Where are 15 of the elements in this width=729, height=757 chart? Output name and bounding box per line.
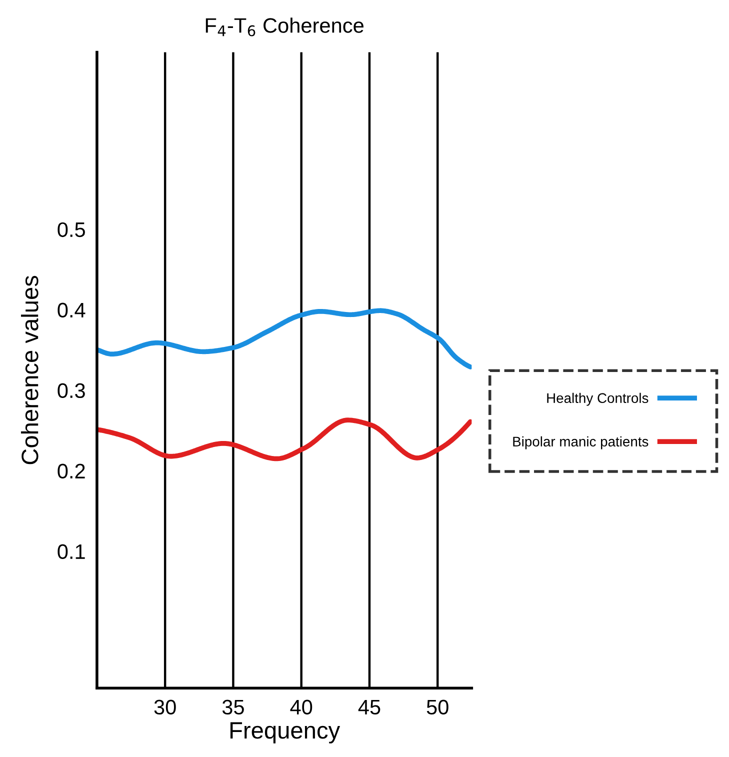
y-tick-label: 0.3 [58, 383, 85, 398]
x-tick-label: 45 [358, 700, 380, 715]
y-tick-label: 0.5 [58, 222, 85, 238]
y-tick-label: 0.2 [58, 464, 85, 479]
y-tick-label: 0.1 [58, 544, 85, 560]
y-tick-label: 0.4 [58, 302, 86, 318]
legend-label: Bipolar manic patients [513, 436, 648, 450]
x-axis-title: Frequency [230, 722, 340, 744]
x-tick-label: 35 [222, 700, 244, 715]
x-tick-label: 30 [154, 700, 176, 715]
legend-label: Healthy Controls [547, 392, 648, 406]
x-tick-label: 40 [290, 700, 312, 715]
y-axis-title: Coherence values [20, 276, 38, 464]
x-tick-label: 50 [426, 700, 448, 715]
chart-title: F$_{4}$-T$_{6}$ Coherence [206, 18, 364, 36]
